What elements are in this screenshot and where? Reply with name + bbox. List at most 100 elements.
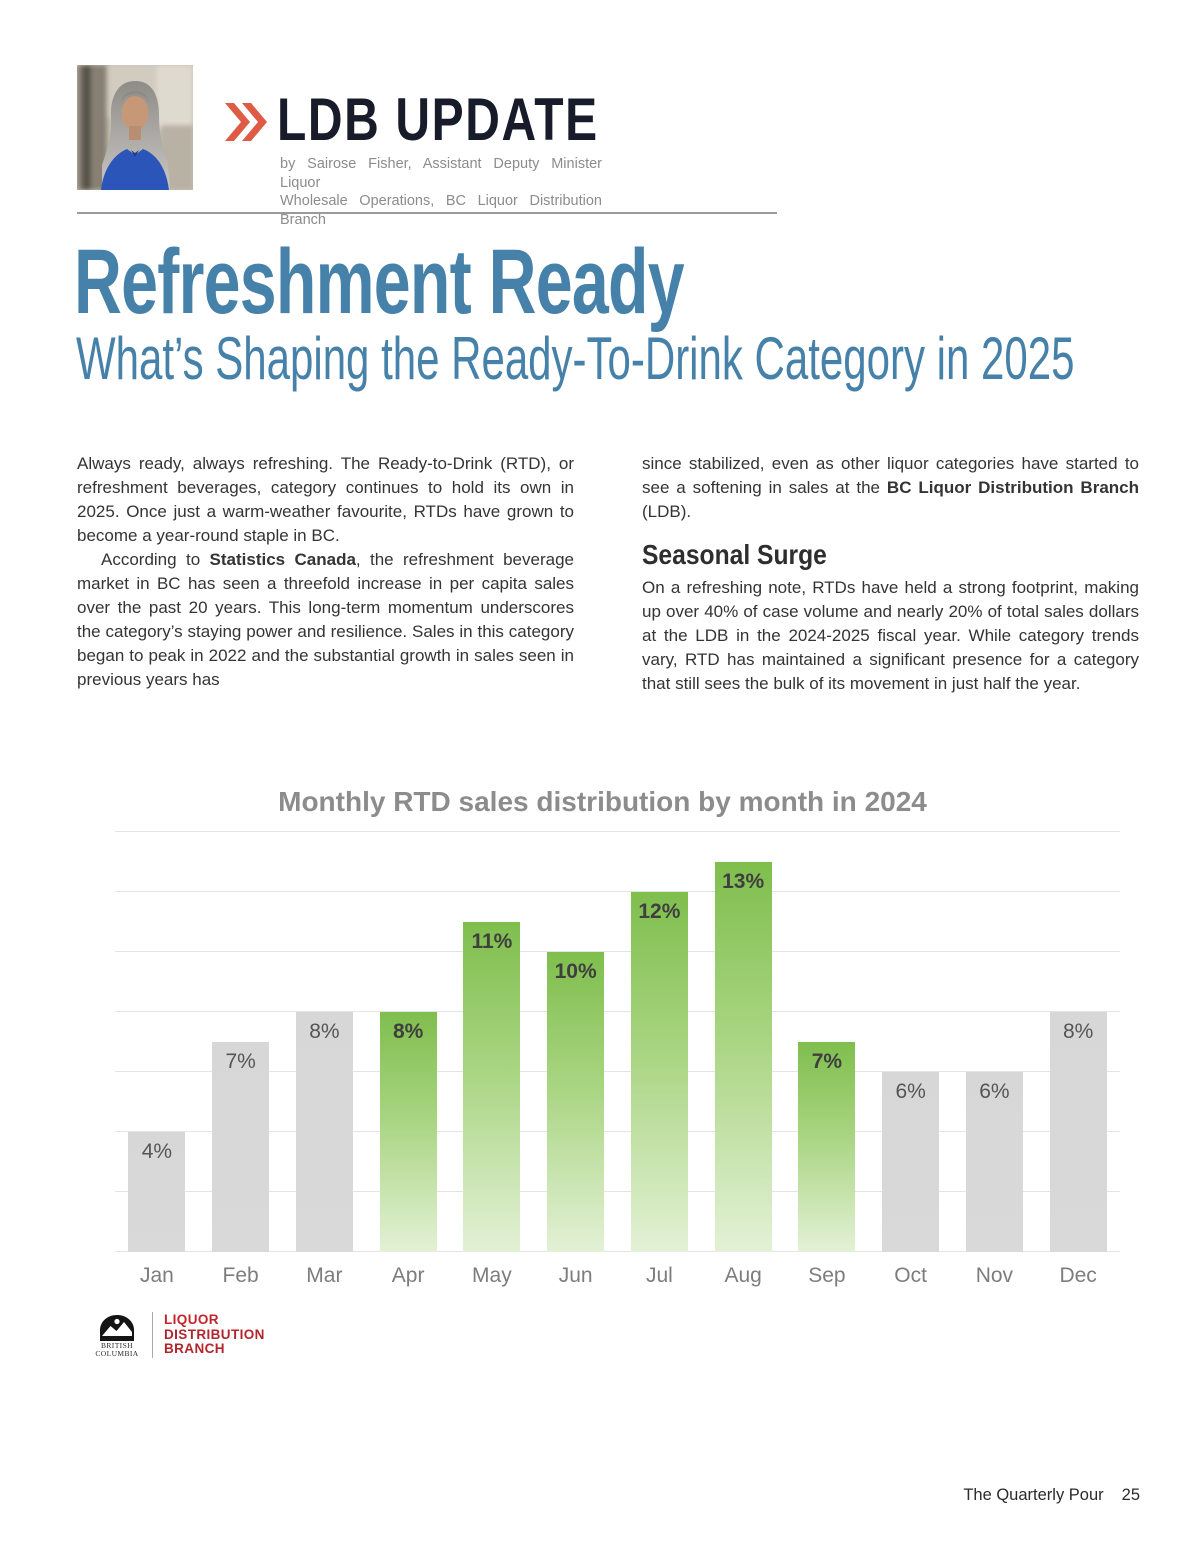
bar-Sep: 7% (798, 1042, 856, 1252)
section-title: LDB UPDATE (277, 86, 599, 153)
gridline (115, 1071, 1120, 1072)
bar-Nov: 6% (965, 1072, 1023, 1252)
gridline (115, 1251, 1120, 1252)
logo-word-branch: BRANCH (164, 1341, 225, 1357)
x-axis-label-May: May (472, 1264, 512, 1287)
gridline (115, 1131, 1120, 1132)
bar-value-label-Aug: 13% (722, 870, 765, 893)
bar-slot-Feb: 7% (199, 832, 283, 1252)
paragraph-2-text-cont: , the refreshment beverage market in BC … (77, 550, 574, 689)
ldb-bold: BC Liquor Distribution Branch (886, 478, 1140, 497)
gridline (115, 1011, 1120, 1012)
x-axis-label-Dec: Dec (1059, 1264, 1097, 1287)
article-title: Refreshment Ready (74, 231, 685, 333)
bar-slot-Jul: 12% (618, 832, 702, 1252)
article-subtitle: What’s Shaping the Ready-To-Drink Catego… (76, 325, 1075, 392)
bar-slot-Oct: 6% (869, 832, 953, 1252)
bar-Jul: 12% (630, 892, 688, 1252)
byline-line-2: Wholesale Operations, BC Liquor Distribu… (280, 193, 602, 228)
article-body: Always ready, always refreshing. The Rea… (77, 452, 1139, 696)
paragraph-1: Always ready, always refreshing. The Rea… (77, 452, 574, 548)
bc-crest-icon (100, 1314, 134, 1341)
bar-Jan: 4% (128, 1132, 186, 1252)
x-axis-label-Jun: Jun (558, 1264, 593, 1287)
statistics-canada-bold: Statistics Canada (209, 550, 356, 569)
bar-Apr: 8% (379, 1012, 437, 1252)
bar-value-label-Sep: 7% (811, 1050, 843, 1073)
page-number: 25 (1121, 1486, 1140, 1504)
bar-slot-Mar: 8% (283, 832, 367, 1252)
paragraph-2-text: According to (101, 550, 210, 569)
author-photo-illustration (77, 65, 193, 190)
left-column: Always ready, always refreshing. The Rea… (77, 452, 574, 696)
logo-divider (152, 1312, 153, 1358)
header-divider (77, 212, 777, 214)
paragraph-4: On a refreshing note, RTDs have held a s… (642, 576, 1139, 696)
bar-slot-Jun: 10% (534, 832, 618, 1252)
subheading-seasonal-surge: Seasonal Surge (642, 539, 827, 570)
bar-value-label-Oct: 6% (895, 1080, 926, 1103)
bar-slot-Sep: 7% (785, 832, 869, 1252)
x-axis-label-Feb: Feb (222, 1264, 259, 1287)
gridline (115, 951, 1120, 952)
right-column: since stabilized, even as other liquor c… (642, 452, 1139, 696)
x-axis-label-Mar: Mar (306, 1264, 343, 1287)
bar-value-label-Jul: 12% (638, 900, 681, 923)
bar-slot-Aug: 13% (701, 832, 785, 1252)
bar-slot-Apr: 8% (366, 832, 450, 1252)
paragraph-1-text: Always ready, always refreshing. The Rea… (77, 454, 574, 545)
page-footer: The Quarterly Pour 25 (963, 1486, 1140, 1505)
bar-Aug: 13% (714, 862, 772, 1252)
bar-Oct: 6% (882, 1072, 940, 1252)
rtd-sales-chart: Monthly RTD sales distribution by month … (85, 758, 1120, 1392)
bar-slot-Jan: 4% (115, 832, 199, 1252)
logo-word-liquor: LIQUOR (164, 1312, 219, 1328)
paragraph-4-text: On a refreshing note, RTDs have held a s… (642, 578, 1139, 693)
bc-emblem-caption: British Columbia (95, 1340, 139, 1358)
chart-plot: 4% 7% 8% 8% 11% 10% 12% 13% 7% 6% 6% 8% (115, 831, 1120, 1252)
chart-title: Monthly RTD sales distribution by month … (278, 786, 927, 817)
byline-line-1: by Sairose Fisher, Assistant Deputy Mini… (280, 156, 602, 191)
bar-slot-Dec: 8% (1036, 832, 1120, 1252)
byline: by Sairose Fisher, Assistant Deputy Mini… (280, 155, 602, 229)
x-axis-label-Oct: Oct (894, 1264, 927, 1287)
bar-value-label-Jun: 10% (554, 960, 597, 983)
bar-Dec: 8% (1049, 1012, 1107, 1252)
bc-word-columbia: Columbia (95, 1348, 139, 1358)
paragraph-3-text: since stabilized, even as other liquor c… (642, 454, 1139, 497)
bar-value-label-May: 11% (471, 930, 513, 953)
bar-slot-May: 11% (450, 832, 534, 1252)
x-axis-label-Jan: Jan (139, 1264, 174, 1287)
magazine-name: The Quarterly Pour (963, 1486, 1104, 1504)
x-axis-label-Sep: Sep (808, 1264, 846, 1287)
gridline (115, 891, 1120, 892)
paragraph-3-text-cont: (LDB). (642, 502, 692, 521)
paragraph-3: since stabilized, even as other liquor c… (642, 452, 1139, 524)
gridline (115, 1191, 1120, 1192)
bar-value-label-Feb: 7% (225, 1050, 256, 1073)
bar-value-label-Nov: 6% (979, 1080, 1010, 1103)
chart-gridlines-and-bars: 4% 7% 8% 8% 11% 10% 12% 13% 7% 6% 6% 8% (115, 832, 1120, 1252)
double-chevron-icon (221, 99, 267, 145)
logo-word-distribution: DISTRIBUTION (164, 1326, 265, 1342)
x-axis-label-Nov: Nov (975, 1264, 1014, 1287)
bar-value-label-Apr: 8% (392, 1020, 424, 1043)
bc-emblem: British Columbia (93, 1313, 141, 1358)
bar-value-label-Mar: 8% (309, 1020, 340, 1043)
x-axis-labels: Jan Feb Mar Apr May Jun Jul Aug Sep Oct Nov Dec (115, 1264, 1120, 1288)
bc-word-british: British (101, 1340, 133, 1350)
bar-value-label-Jan: 4% (141, 1140, 173, 1163)
x-axis-label-Apr: Apr (391, 1264, 425, 1287)
ldb-logo-text: LIQUOR DISTRIBUTION BRANCH (164, 1313, 265, 1357)
author-photo (77, 65, 193, 190)
bar-Mar: 8% (295, 1012, 353, 1252)
ldb-logo: British Columbia LIQUOR DISTRIBUTION BRA… (93, 1312, 1120, 1358)
bar-Feb: 7% (212, 1042, 270, 1252)
x-axis-label-Jul: Jul (645, 1264, 673, 1287)
paragraph-2: According to Statistics Canada, the refr… (77, 548, 574, 692)
bar-value-label-Dec: 8% (1062, 1020, 1094, 1043)
bar-slot-Nov: 6% (953, 832, 1037, 1252)
bar-May: 11% (463, 922, 521, 1252)
gridline (115, 831, 1120, 832)
